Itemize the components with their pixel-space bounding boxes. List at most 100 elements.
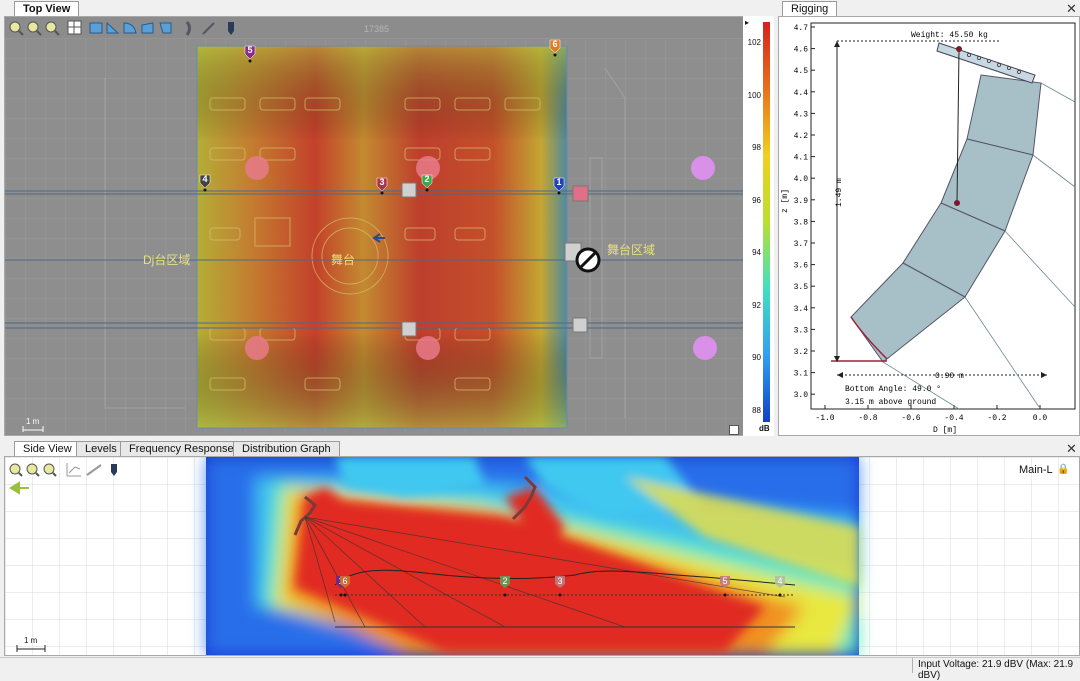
rigging-ytick: 4.3	[794, 110, 809, 119]
rect-icon[interactable]	[89, 22, 103, 34]
zoom-in-icon[interactable]	[9, 21, 24, 36]
colorbar-tick: 88	[752, 405, 761, 415]
rigging-ytick: 3.2	[794, 348, 809, 357]
colorbar-tick: 96	[752, 195, 761, 205]
rigging-ytick: 3.6	[794, 262, 809, 271]
tab-levels[interactable]: Levels	[76, 441, 126, 456]
rigging-xlabel: D [m]	[933, 426, 957, 435]
side-marker-3[interactable]: 3	[555, 576, 565, 597]
rigging-ytick: 4.6	[794, 46, 809, 55]
colorbar-tick: 102	[747, 38, 761, 47]
side-view-canvas[interactable]: 162354	[5, 457, 1079, 655]
speaker-icon[interactable]	[228, 22, 234, 35]
shape-a-icon[interactable]	[106, 21, 120, 34]
rigging-close-icon[interactable]: ✕	[1066, 1, 1077, 16]
shape-c-icon[interactable]	[141, 22, 154, 34]
side-scale-label: 1 m	[24, 636, 38, 645]
zoom-out-icon[interactable]	[27, 21, 42, 36]
zoom-out-icon[interactable]	[26, 463, 40, 477]
fixture[interactable]	[401, 182, 417, 198]
side-scale-bar	[16, 645, 46, 652]
column-marker	[691, 156, 715, 180]
column-marker	[693, 336, 717, 360]
side-marker-6[interactable]: 6	[340, 576, 350, 597]
svg-text:3: 3	[379, 177, 384, 187]
colorbar-unit: dB	[759, 424, 770, 433]
speaker-marker-6[interactable]: 6	[549, 39, 561, 57]
zoom-fit-icon[interactable]	[43, 463, 57, 477]
speaker-marker-5[interactable]: 5	[244, 45, 256, 63]
speaker-marker-4[interactable]: 4	[199, 174, 211, 192]
top-view-toolbar	[6, 18, 251, 38]
svg-text:5: 5	[722, 576, 727, 586]
side-marker-5[interactable]: 5	[720, 576, 730, 597]
speaker-marker-2[interactable]: 2	[421, 174, 433, 192]
bottom-close-icon[interactable]: ✕	[1066, 441, 1077, 456]
shape-d-icon[interactable]	[159, 22, 172, 34]
rigging-ytick: 3.1	[794, 370, 809, 379]
fixture[interactable]	[572, 317, 588, 333]
fixture[interactable]	[572, 185, 589, 202]
side-marker-4[interactable]: 4	[775, 576, 785, 597]
speaker-marker-3[interactable]: 3	[376, 177, 388, 195]
rigging-ytick: 3.8	[794, 218, 809, 227]
rigging-xtick: -0.4	[944, 414, 963, 423]
rigging-xtick: -0.2	[987, 414, 1006, 423]
colorbar-panel: ▸ 102 100 98 96 94 92 90 88 dB	[743, 16, 774, 436]
dim-vertical-label: 1.49 m	[835, 178, 844, 207]
bottom-angle-label: Bottom Angle: 49.0 °	[845, 385, 941, 394]
zone-label-left: Dj台区域	[143, 252, 190, 267]
scale-bar	[22, 426, 44, 432]
svg-text:3: 3	[557, 576, 562, 586]
zoom-in-icon[interactable]	[9, 463, 23, 477]
speaker-marker-1[interactable]: 1	[553, 177, 565, 195]
rigging-xtick: 0.0	[1033, 414, 1048, 423]
rigging-ytick: 3.4	[794, 305, 809, 314]
pickup-point[interactable]	[956, 46, 962, 52]
dim-horizontal-label: 0.90 m	[935, 372, 964, 381]
svg-text:1: 1	[556, 177, 561, 187]
top-dimension: 17385	[364, 24, 390, 34]
tab-top-view[interactable]: Top View	[14, 1, 80, 17]
back-arrow-icon[interactable]	[9, 481, 29, 495]
column-marker	[245, 336, 269, 360]
rigging-ylabel: z [m]	[781, 189, 790, 213]
rigging-ytick: 4.2	[794, 132, 809, 141]
svg-text:6: 6	[552, 39, 557, 49]
rigging-ytick: 3.5	[794, 283, 809, 292]
scale-label: 1 m	[26, 417, 40, 426]
input-voltage: Input Voltage: 21.9 dBV (Max: 21.9 dBV)	[918, 659, 1074, 681]
shape-b-icon[interactable]	[123, 22, 137, 34]
tab-distribution-graph[interactable]: Distribution Graph	[233, 441, 340, 456]
tab-frequency-response[interactable]: Frequency Response	[120, 441, 243, 456]
colorbar-arrow-icon[interactable]: ▸	[745, 18, 750, 27]
top-view-canvas[interactable]: Dj台区域 舞台 舞台区域 1 2 3 4 5 6	[5, 38, 743, 434]
colorbar-tick: 100	[747, 90, 761, 100]
lock-icon[interactable]: 🔒	[1057, 464, 1070, 475]
colorbar-tick: 94	[752, 248, 761, 257]
speaker-icon[interactable]	[111, 464, 117, 476]
center-of-gravity	[954, 200, 960, 206]
rigging-xtick: -0.6	[901, 414, 920, 423]
side-marker-2[interactable]: 2	[500, 576, 510, 597]
colorbar-tick: 90	[752, 353, 761, 362]
array-icon[interactable]	[185, 21, 191, 36]
blocked-icon[interactable]	[575, 247, 601, 273]
graph-icon[interactable]	[66, 463, 81, 477]
grid-icon[interactable]	[67, 20, 82, 35]
svg-text:6: 6	[342, 576, 347, 586]
above-ground-label: 3.15 m above ground	[845, 398, 936, 407]
fixture[interactable]	[401, 321, 417, 337]
rigging-ytick: 4.0	[794, 175, 809, 184]
rigging-ytick: 3.9	[794, 197, 809, 206]
rigging-xtick: -1.0	[815, 414, 834, 423]
svg-text:5: 5	[247, 45, 252, 55]
side-view-toolbar	[9, 463, 117, 495]
line-icon[interactable]	[202, 22, 215, 35]
tab-rigging[interactable]: Rigging	[782, 1, 838, 17]
resize-icon[interactable]	[729, 425, 739, 435]
tab-side-view[interactable]: Side View	[14, 441, 81, 457]
rigging-ytick: 3.7	[794, 240, 809, 249]
line-icon[interactable]	[86, 464, 102, 476]
zoom-fit-icon[interactable]	[45, 21, 60, 36]
